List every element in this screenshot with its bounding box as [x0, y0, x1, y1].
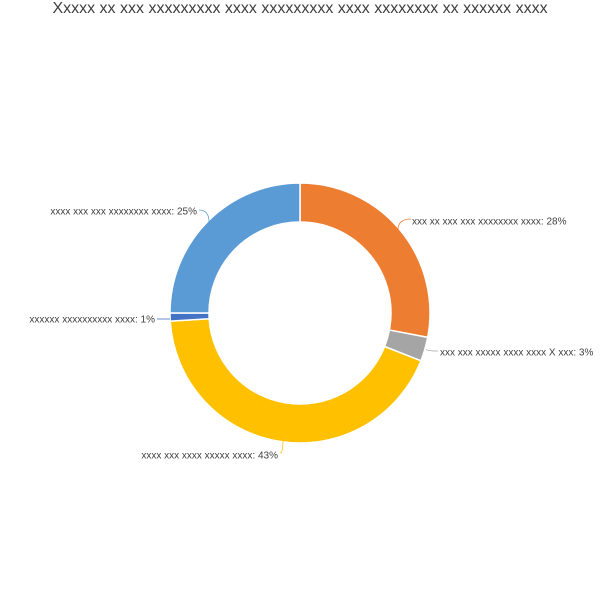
donut-slice-3: [169, 317, 422, 444]
leader-line-3: [279, 439, 284, 454]
donut-slice-1: [299, 182, 431, 339]
chart-title: Xxxxx xx xxx xxxxxxxxx xxxx xxxxxxxxx xx…: [52, 0, 548, 17]
donut-slice-5: [169, 182, 301, 314]
data-label-3: xxxx xxx xxxx xxxxx xxxx: 43%: [141, 451, 278, 462]
leader-line-5: [198, 209, 210, 223]
data-label-2: xxx xxx xxxxx xxxx xxxx X xxx: 3%: [440, 348, 593, 359]
leader-line-2: [425, 348, 439, 352]
leader-lines-group: [157, 209, 439, 454]
leader-line-1: [397, 218, 412, 231]
data-label-4: xxxxxx xxxxxxxxxx xxxx: 1%: [29, 315, 155, 326]
slices-group: [169, 182, 431, 444]
data-labels-group: xxx xx xxx xxx xxxxxxxx xxxx: 28% xxx xxx…: [29, 207, 593, 462]
data-label-1: xxx xx xxx xxx xxxxxxxx xxxx: 28%: [412, 217, 567, 228]
data-label-5: xxxx xxx xxx xxxxxxxx xxxx: 25%: [50, 207, 197, 218]
